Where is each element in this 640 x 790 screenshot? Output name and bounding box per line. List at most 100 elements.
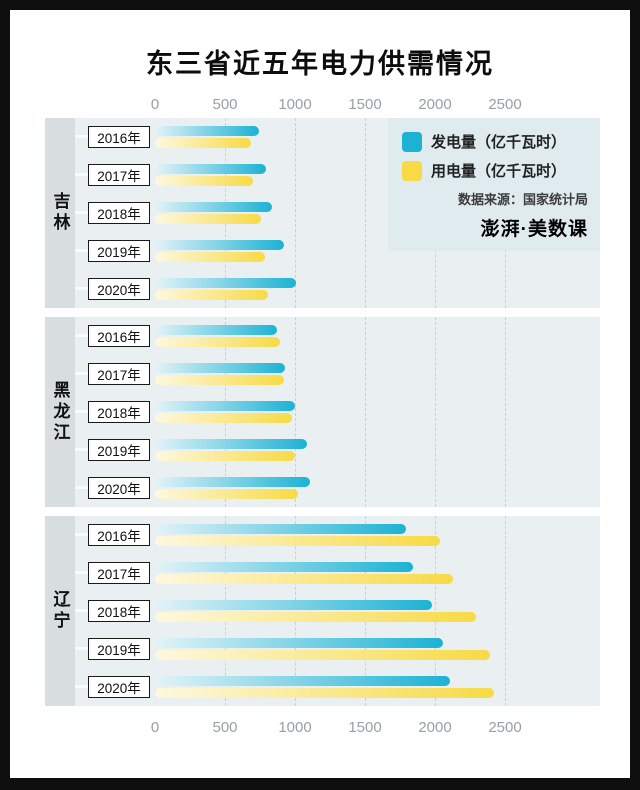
consumption-bar [155,489,298,499]
year-row: 2017年 [75,355,600,393]
chart-title: 东三省近五年电力供需情况 [146,49,494,79]
generation-bar [155,164,267,174]
province-panel: 2016年 2017年 2018年 2019年 2020年 [75,118,600,308]
consumption-bar [155,574,454,584]
axis-tick-label: 0 [150,96,160,113]
gridline [505,317,506,507]
consumption-bar [155,138,251,148]
year-row: 2019年 [75,630,600,668]
year-label: 2019年 [88,240,150,262]
gridline [295,317,296,507]
province-group: 吉林 2016年 2017年 2018年 2019年 2020年 [45,118,600,308]
year-row: 2020年 [75,270,600,308]
year-row: 2020年 [75,668,600,706]
generation-bar [155,401,295,411]
year-label: 2018年 [88,401,150,423]
gridline [225,118,226,308]
gridline [365,516,366,706]
consumption-bar [155,214,262,224]
consumption-bar [155,688,494,698]
axis-tick-label: 500 [212,96,238,113]
row-tick [75,211,88,214]
generation-bar [155,202,272,212]
province-label: 吉林 [50,192,70,234]
province-panel: 2016年 2017年 2018年 2019年 2020年 [75,317,600,507]
gridline [225,516,226,706]
gridline [225,317,226,507]
year-label: 2020年 [88,278,150,300]
year-row: 2018年 [75,393,600,431]
year-label: 2016年 [88,325,150,347]
generation-bar [155,363,285,373]
consumption-bar [155,337,281,347]
axis-tick-label: 2000 [418,96,452,113]
year-row: 2020年 [75,469,600,507]
year-label: 2016年 [88,126,150,148]
year-label: 2017年 [88,562,150,584]
consumption-bar [155,176,253,186]
province-strip: 辽宁 [45,516,75,706]
year-row: 2017年 [75,156,600,194]
consumption-bar [155,413,292,423]
axis-tick-label: 2000 [418,719,452,736]
row-tick [75,287,88,290]
generation-bar [155,477,311,487]
year-row: 2018年 [75,592,600,630]
gridline [365,118,366,308]
legend-label-consumption: 用电量（亿千瓦时） [431,163,567,180]
row-tick [75,249,88,252]
year-label: 2016年 [88,524,150,546]
row-tick [75,173,88,176]
row-tick [75,448,88,451]
row-tick [75,533,88,536]
legend-item-consumption: 用电量（亿千瓦时） [402,160,588,181]
gridline [365,317,366,507]
year-label: 2020年 [88,676,150,698]
axis-tick-label: 1500 [348,96,382,113]
generation-bar [155,126,260,136]
consumption-bar [155,612,477,622]
gridline [435,317,436,507]
generation-bar [155,524,406,534]
generation-bar [155,240,284,250]
generation-bar [155,600,433,610]
province-label: 辽宁 [50,590,70,632]
axis-tick-label: 1000 [278,719,312,736]
consumption-swatch-icon [402,160,422,181]
gridline [295,516,296,706]
axis-tick-label: 500 [212,719,238,736]
year-label: 2018年 [88,202,150,224]
year-row: 2016年 [75,317,600,355]
page: 东三省近五年电力供需情况 0 500 1000 1500 2000 2500 吉林 2016… [10,10,630,778]
generation-bar [155,562,413,572]
row-tick [75,647,88,650]
chart-groups: 吉林 2016年 2017年 2018年 2019年 2020年 黑龙江 2016年 2017年… [45,118,600,706]
province-group: 黑龙江 2016年 2017年 2018年 2019年 2020年 [45,317,600,507]
year-row: 2017年 [75,554,600,592]
province-strip: 黑龙江 [45,317,75,507]
year-label: 2019年 [88,638,150,660]
row-tick [75,486,88,489]
publisher-logo: 澎湃·美数课 [480,219,588,240]
row-tick [75,685,88,688]
x-axis-top: 0 500 1000 1500 2000 2500 [75,96,600,118]
year-row: 2019年 [75,431,600,469]
generation-bar [155,278,296,288]
axis-tick-label: 1000 [278,96,312,113]
year-label: 2020年 [88,477,150,499]
province-label: 黑龙江 [50,380,70,444]
x-axis-bottom: 0 500 1000 1500 2000 2500 [75,715,600,741]
province-strip: 吉林 [45,118,75,308]
consumption-bar [155,650,491,660]
year-label: 2017年 [88,363,150,385]
year-label: 2019年 [88,439,150,461]
row-tick [75,571,88,574]
axis-tick-label: 0 [150,719,160,736]
year-row: 2016年 [75,516,600,554]
consumption-bar [155,536,440,546]
consumption-bar [155,375,284,385]
chart: 0 500 1000 1500 2000 2500 吉林 2016年 2017年 2018年 20… [45,96,600,741]
year-label: 2018年 [88,600,150,622]
legend-item-generation: 发电量（亿千瓦时） [402,131,588,152]
